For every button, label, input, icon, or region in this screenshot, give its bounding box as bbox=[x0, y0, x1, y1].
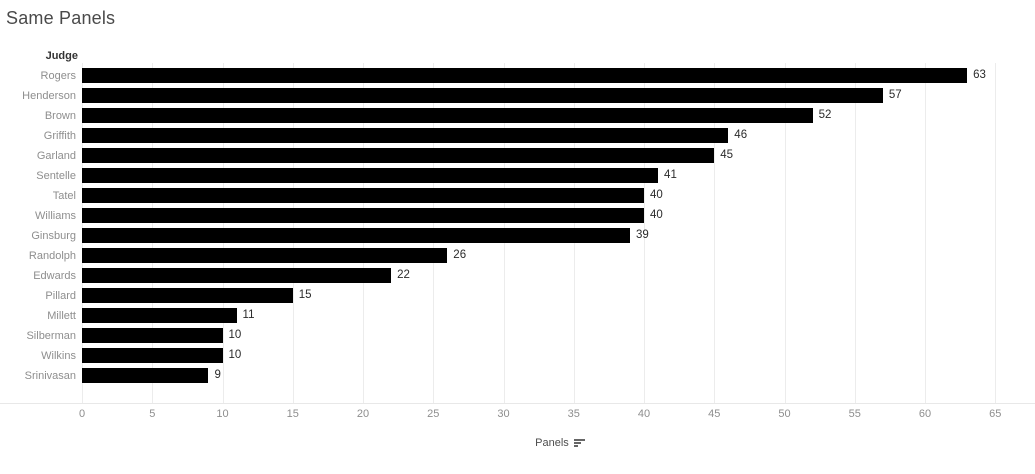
x-tick-label: 55 bbox=[848, 408, 861, 420]
bar-row: Sentelle 41 bbox=[0, 166, 1035, 186]
x-tick-label: 45 bbox=[708, 408, 721, 420]
bar-row: Henderson 57 bbox=[0, 86, 1035, 106]
x-axis-label-text: Panels bbox=[535, 437, 569, 449]
judge-label[interactable]: Srinivasan bbox=[24, 370, 76, 382]
bar-row: Pillard 15 bbox=[0, 286, 1035, 306]
value-label: 26 bbox=[453, 249, 467, 261]
bar-row: Millett 11 bbox=[0, 306, 1035, 326]
x-tick-label: 50 bbox=[778, 408, 791, 420]
bar-row: Tatel 40 bbox=[0, 186, 1035, 206]
bar[interactable] bbox=[82, 248, 448, 263]
value-label: 46 bbox=[734, 129, 748, 141]
bar[interactable] bbox=[82, 128, 729, 143]
bar-row: Ginsburg 39 bbox=[0, 226, 1035, 246]
judge-label[interactable]: Wilkins bbox=[41, 350, 76, 362]
x-tick-label: 5 bbox=[149, 408, 156, 420]
judge-label[interactable]: Sentelle bbox=[36, 170, 76, 182]
bar-row: Edwards 22 bbox=[0, 266, 1035, 286]
value-label: 10 bbox=[228, 329, 242, 341]
judge-label[interactable]: Ginsburg bbox=[31, 230, 76, 242]
x-tick-label: 60 bbox=[918, 408, 932, 420]
value-label: 22 bbox=[397, 269, 410, 281]
bar[interactable] bbox=[82, 88, 883, 103]
x-axis-label: Panels bbox=[82, 437, 1035, 449]
judge-label[interactable]: Henderson bbox=[22, 90, 76, 102]
bar-row: Randolph 26 bbox=[0, 246, 1035, 266]
judge-label[interactable]: Williams bbox=[35, 210, 76, 222]
gridline bbox=[854, 63, 856, 403]
chart-title: Same Panels bbox=[6, 8, 116, 28]
bar[interactable] bbox=[82, 148, 715, 163]
value-label: 40 bbox=[650, 209, 663, 221]
bar[interactable] bbox=[82, 108, 813, 123]
judge-label[interactable]: Brown bbox=[44, 110, 76, 122]
value-label: 41 bbox=[664, 169, 677, 181]
bar-row: Griffith 46 bbox=[0, 126, 1035, 146]
bar-row: Wilkins 10 bbox=[0, 346, 1035, 366]
column-header-judge: Judge bbox=[45, 50, 78, 62]
bar[interactable] bbox=[82, 188, 644, 203]
value-label: 52 bbox=[818, 109, 832, 121]
x-tick-label: 0 bbox=[78, 408, 86, 420]
bar[interactable] bbox=[82, 268, 392, 283]
bar-row: Brown 52 bbox=[0, 106, 1035, 126]
value-label: 57 bbox=[888, 89, 902, 101]
gridline bbox=[995, 63, 997, 403]
x-tick-label: 40 bbox=[637, 408, 651, 420]
value-label: 10 bbox=[228, 349, 242, 361]
value-label: 9 bbox=[214, 369, 221, 381]
judge-label[interactable]: Randolph bbox=[28, 250, 76, 262]
judge-label[interactable]: Garland bbox=[36, 150, 76, 162]
judge-label[interactable]: Rogers bbox=[40, 70, 76, 82]
bar[interactable] bbox=[82, 208, 644, 223]
x-axis: 0 5 10 15 20 25 30 35 40 45 50 55 60 65 bbox=[0, 408, 1035, 422]
judge-label[interactable]: Millett bbox=[47, 310, 76, 322]
judge-label[interactable]: Pillard bbox=[45, 290, 76, 302]
gridline bbox=[714, 63, 716, 403]
judge-label[interactable]: Griffith bbox=[43, 130, 76, 142]
value-label: 39 bbox=[635, 229, 649, 241]
bar[interactable] bbox=[82, 348, 223, 363]
judge-label[interactable]: Tatel bbox=[52, 190, 76, 202]
gridline bbox=[644, 63, 645, 403]
judge-label[interactable]: Silberman bbox=[26, 330, 76, 342]
value-label: 63 bbox=[973, 69, 986, 81]
sort-descending-icon[interactable] bbox=[573, 438, 585, 448]
bar-row: Silberman 10 bbox=[0, 326, 1035, 346]
bar-row: Williams 40 bbox=[0, 206, 1035, 226]
value-label: 11 bbox=[242, 309, 255, 321]
x-tick-label: 65 bbox=[989, 408, 1002, 420]
x-tick-label: 10 bbox=[216, 408, 229, 420]
plot-area: Rogers 63 Henderson 57 Brown 52 Griffith 46 Garl… bbox=[0, 63, 1035, 404]
bar-row: Garland 45 bbox=[0, 146, 1035, 166]
bar[interactable] bbox=[82, 68, 968, 83]
x-tick-label: 30 bbox=[497, 408, 510, 420]
judge-label[interactable]: Edwards bbox=[33, 270, 76, 282]
x-tick-label: 25 bbox=[427, 408, 440, 420]
bar[interactable] bbox=[82, 308, 237, 323]
value-label: 45 bbox=[720, 149, 734, 161]
gridline bbox=[784, 63, 786, 403]
bar[interactable] bbox=[82, 288, 293, 303]
bar[interactable] bbox=[82, 168, 659, 183]
x-tick-label: 35 bbox=[567, 408, 580, 420]
value-label: 15 bbox=[298, 289, 312, 301]
bar-row: Rogers 63 bbox=[0, 66, 1035, 86]
value-label: 40 bbox=[650, 189, 663, 201]
bar-row: Srinivasan 9 bbox=[0, 366, 1035, 386]
gridline bbox=[925, 63, 926, 403]
x-tick-label: 15 bbox=[286, 408, 299, 420]
x-tick-label: 20 bbox=[356, 408, 370, 420]
bar[interactable] bbox=[82, 228, 630, 243]
bar[interactable] bbox=[82, 328, 223, 343]
bar[interactable] bbox=[82, 368, 209, 383]
